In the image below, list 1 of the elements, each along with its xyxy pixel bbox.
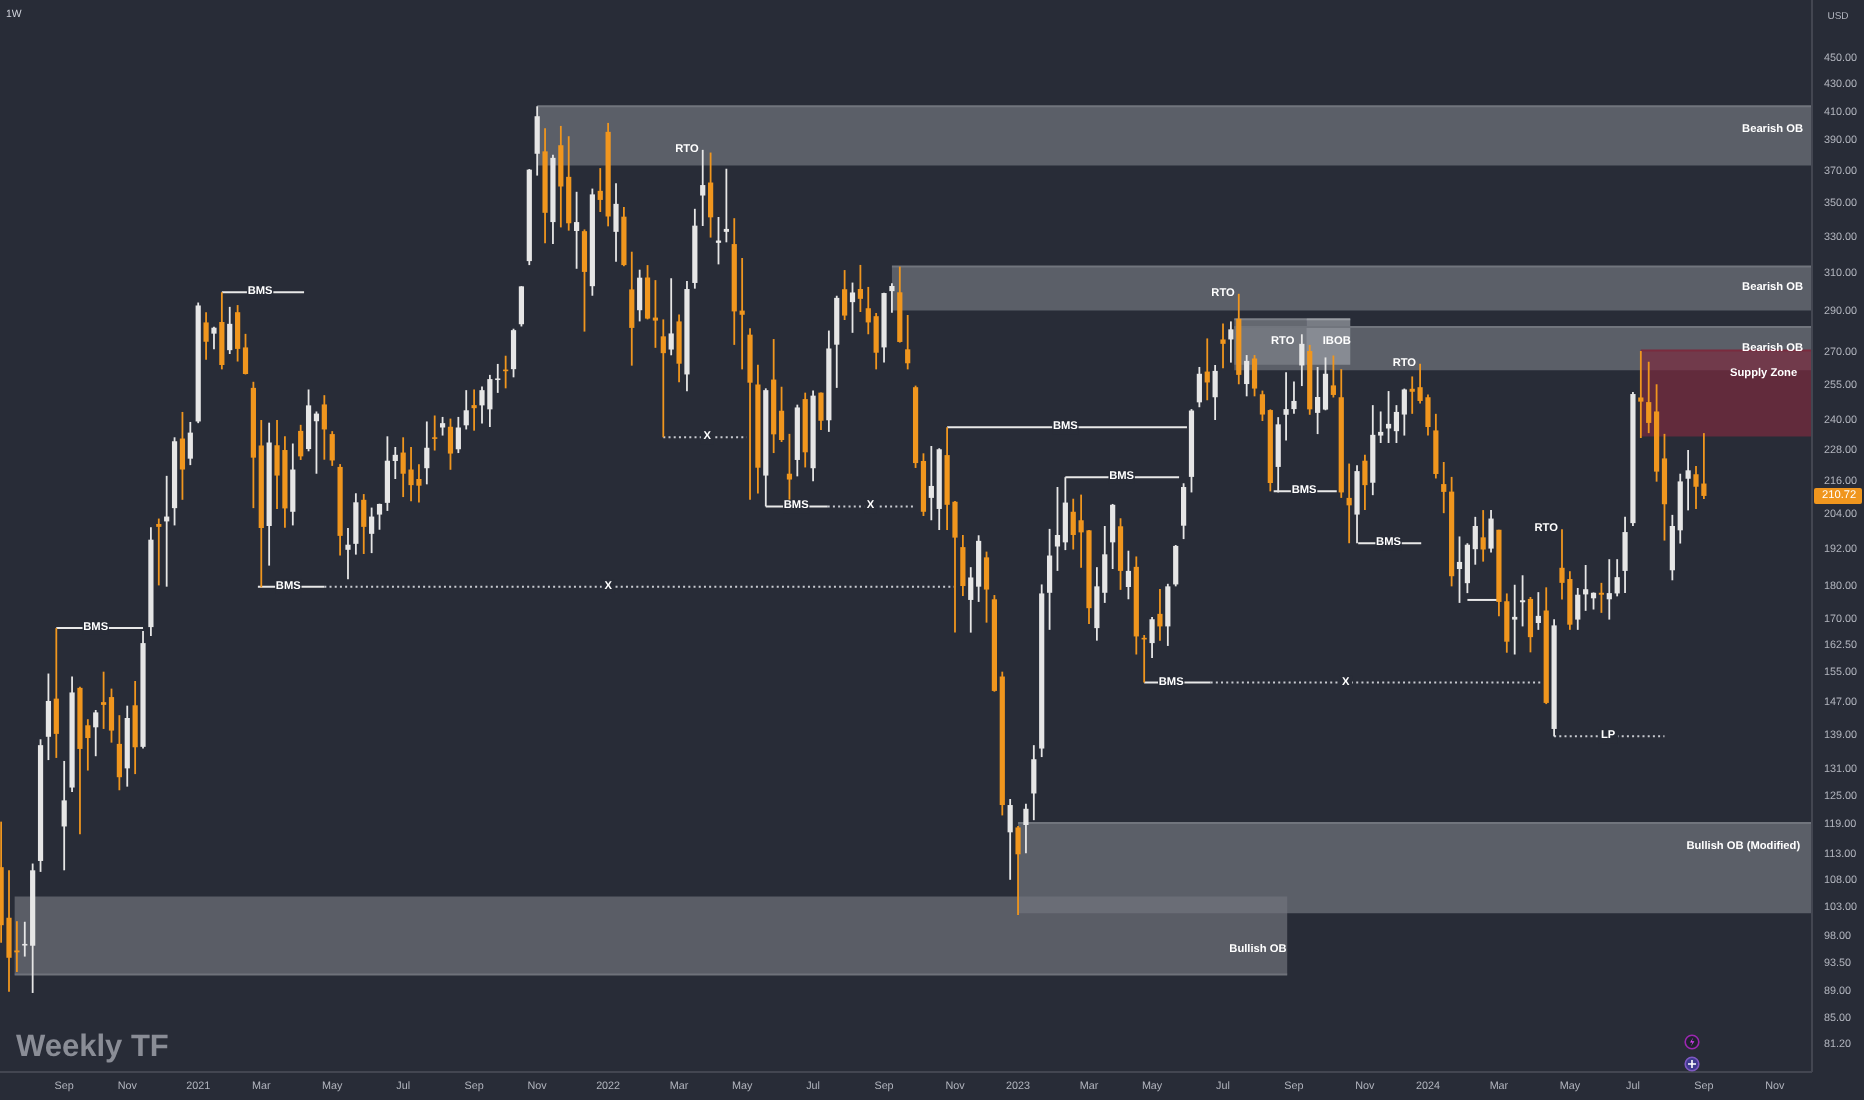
text: Weekly TF [16,1030,169,1064]
